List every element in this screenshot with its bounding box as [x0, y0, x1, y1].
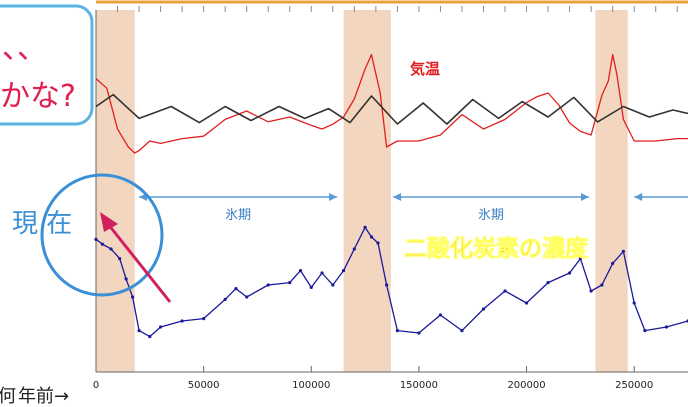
series-line-2: [95, 226, 688, 338]
co2-point: [664, 325, 669, 329]
co2-point: [376, 241, 380, 245]
shaded-periods: [96, 10, 628, 372]
speech-line-2: かな?: [0, 79, 76, 114]
co2-point: [438, 313, 443, 317]
x-axis-title: 年前→: [18, 386, 69, 407]
co2-point: [331, 283, 335, 287]
co2-point: [223, 297, 227, 301]
glacial-arrowhead-left-2: [634, 193, 643, 201]
co2-point: [503, 289, 507, 293]
shaded-period-2: [595, 10, 628, 372]
co2-point: [460, 329, 464, 333]
co2-point: [385, 283, 389, 287]
co2-point: [100, 242, 105, 246]
co2-point: [320, 271, 324, 275]
co2-point: [109, 247, 113, 251]
temperature-label: 気温: [410, 60, 440, 78]
co2-point: [137, 329, 141, 333]
speech-bubble: [0, 4, 94, 126]
co2-point: [363, 225, 367, 229]
co2-point: [589, 289, 593, 293]
co2-point: [611, 261, 615, 265]
co2-point: [632, 301, 636, 305]
x-tick-label-3: 150000: [400, 380, 438, 391]
co2-point: [124, 277, 128, 281]
genzai-circle: [40, 173, 164, 297]
glacial-arrowhead-left-1: [393, 193, 402, 201]
co2-point: [288, 281, 292, 285]
co2-point: [341, 269, 346, 273]
x-tick-label-1: 50000: [188, 380, 220, 391]
co2-point: [524, 301, 529, 305]
co2-label: 二酸化炭素の濃度: [404, 235, 589, 262]
glacial-label-0: 氷期: [225, 208, 251, 223]
genzai-arrow-head: [100, 212, 118, 232]
co2-point: [600, 283, 604, 287]
co2-point: [352, 247, 356, 251]
co2-point: [180, 319, 184, 323]
shaded-period-0: [96, 10, 135, 372]
series-line-0: [95, 53, 688, 154]
x-tick-label-0: 0: [93, 380, 99, 391]
co2-point: [395, 329, 399, 333]
co2-point: [369, 235, 374, 239]
co2-point: [621, 249, 626, 253]
co2-point: [481, 307, 486, 311]
speech-line-1: 、、: [2, 31, 47, 66]
co2-point: [643, 329, 647, 333]
glacial-arrows: 氷期 氷期: [139, 193, 688, 223]
x-tick-label-5: 250000: [615, 380, 653, 391]
co2-point: [94, 237, 98, 241]
co2-point: [158, 325, 163, 329]
x-tick-label-4: 200000: [507, 380, 545, 391]
co2-point: [568, 271, 572, 275]
co2-point: [266, 283, 270, 287]
co2-point: [417, 331, 421, 335]
co2-point: [148, 335, 152, 339]
x-ticks: 0 50000 100000 150000 200000 250000: [93, 6, 678, 391]
genzai-arrow-line: [106, 223, 172, 303]
co2-point: [546, 281, 550, 285]
co2-point: [118, 257, 122, 261]
glacial-arrowhead-right-1: [580, 193, 589, 201]
co2-point: [298, 269, 303, 273]
series-line-1: [95, 93, 688, 125]
co2-point: [202, 317, 206, 321]
x-axis-title-prefix: 何: [0, 386, 16, 407]
series-lines: [94, 53, 688, 339]
x-tick-label-2: 100000: [292, 380, 330, 391]
co2-point: [578, 257, 582, 261]
glacial-label-1: 氷期: [478, 208, 504, 223]
genzai-label: 現 在: [12, 209, 72, 239]
glacial-arrowhead-right-0: [329, 193, 338, 201]
co2-point: [245, 295, 249, 299]
co2-point: [234, 287, 238, 291]
co2-point: [130, 295, 135, 299]
co2-point: [309, 285, 313, 289]
shaded-period-1: [343, 10, 391, 372]
